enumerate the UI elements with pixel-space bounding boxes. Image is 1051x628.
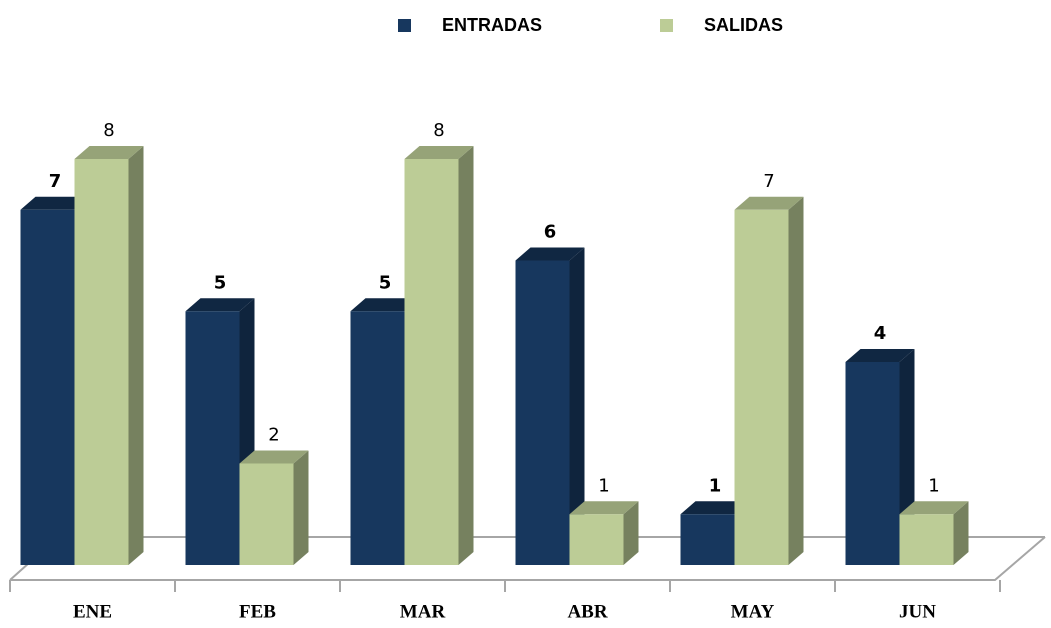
legend-swatch xyxy=(660,19,673,32)
bar-top xyxy=(350,298,420,312)
bar-side xyxy=(458,146,474,565)
x-tick-label: FEB xyxy=(239,601,276,622)
bar xyxy=(185,298,255,565)
data-label: 7 xyxy=(763,171,774,192)
bar xyxy=(569,501,639,565)
data-label: 2 xyxy=(268,425,279,446)
x-tick-label: ENE xyxy=(73,601,112,622)
data-label: 5 xyxy=(379,272,392,293)
bar-front xyxy=(569,514,624,565)
bar-top xyxy=(680,501,750,515)
bar-front xyxy=(350,311,405,565)
bar-top xyxy=(239,450,309,464)
bar-top xyxy=(185,298,255,312)
x-tick-label: MAY xyxy=(731,601,775,622)
bar-side xyxy=(953,501,969,565)
floor-front xyxy=(10,536,1046,581)
legend-label: ENTRADAS xyxy=(442,15,542,35)
data-label: 5 xyxy=(214,272,227,293)
bar-side xyxy=(128,146,144,565)
x-tick-label: MAR xyxy=(400,601,446,622)
bar-top xyxy=(404,146,474,159)
bar-top xyxy=(515,247,585,261)
bar-side xyxy=(569,247,585,565)
legend-label: SALIDAS xyxy=(704,15,783,35)
bar xyxy=(239,450,309,565)
bar-top xyxy=(845,349,915,362)
bar xyxy=(515,247,585,565)
legend-swatch xyxy=(398,19,411,32)
bar-top xyxy=(899,501,969,515)
bar-front xyxy=(899,514,954,565)
bar xyxy=(74,146,144,565)
bar-top xyxy=(74,146,144,159)
data-label: 7 xyxy=(49,171,62,192)
bar-side xyxy=(293,450,309,565)
data-label: 6 xyxy=(544,222,557,243)
data-label: 1 xyxy=(928,475,939,496)
bar-front xyxy=(404,159,459,565)
x-tick-label: JUN xyxy=(899,601,936,622)
bar-side xyxy=(623,501,639,565)
bar-side xyxy=(788,196,804,565)
bar-top xyxy=(569,501,639,515)
bar-front xyxy=(680,514,735,565)
data-label: 8 xyxy=(103,120,114,141)
x-tick-label: ABR xyxy=(567,601,607,622)
bar-top xyxy=(734,196,804,210)
bar-front xyxy=(845,362,900,565)
data-label: 4 xyxy=(874,323,887,344)
bar-front xyxy=(74,159,129,565)
bar-front xyxy=(734,209,789,565)
bar-front xyxy=(185,311,240,565)
bar xyxy=(734,196,804,565)
bar-front xyxy=(239,463,294,565)
bar-front xyxy=(20,209,75,565)
bar xyxy=(404,146,474,565)
data-label: 8 xyxy=(433,120,444,141)
bar-top xyxy=(20,196,90,210)
bar xyxy=(899,501,969,565)
bar-front xyxy=(515,260,570,565)
data-label: 1 xyxy=(709,475,722,496)
data-label: 1 xyxy=(598,475,609,496)
